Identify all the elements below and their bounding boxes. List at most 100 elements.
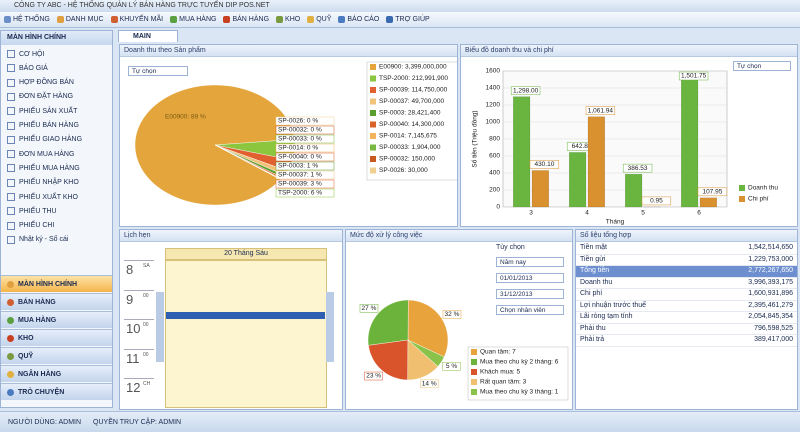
summary-row[interactable]: Lợi nhuận trước thuế 2,395,461,279: [576, 301, 797, 312]
x-tick-label: 5: [641, 210, 645, 217]
legend-swatch: [370, 167, 376, 174]
row-label: Tiền gửi: [580, 255, 606, 263]
menu-item[interactable]: BÁO CÁO: [338, 16, 379, 23]
sidebar-item[interactable]: BÁO GIÁ: [7, 64, 48, 73]
hour: 12: [126, 380, 141, 395]
menu-item[interactable]: KHO: [276, 16, 300, 23]
nav-label: MUA HÀNG: [18, 316, 57, 324]
summary-row[interactable]: Phải trả 389,417,000: [576, 335, 797, 347]
slice-label: SP-0026: 0 %: [278, 118, 318, 125]
menu-item[interactable]: MUA HÀNG: [170, 16, 216, 23]
menu-label: KHUYẾN MÃI: [119, 16, 164, 23]
slice-label: SP-00039: 3 %: [278, 181, 322, 188]
nav-button[interactable]: TRÒ CHUYỆN: [1, 383, 112, 400]
value-label: 642.87: [572, 143, 592, 150]
menu-item[interactable]: QUỸ: [307, 16, 331, 23]
legend-label: SP-0026: 30,000: [379, 167, 428, 174]
appointment[interactable]: [166, 312, 325, 319]
label-box: [275, 143, 335, 153]
sidebar-item[interactable]: PHIẾU THU: [7, 207, 57, 216]
status-text: QUYỀN TRUY CẬP: ADMIN: [93, 418, 182, 426]
nav-button[interactable]: MUA HÀNG: [1, 311, 112, 328]
bar-panel: Biểu đồ doanh thu và chi phí 0 200 400 600 80…: [460, 44, 798, 227]
summary-row[interactable]: Phải thu 796,598,525: [576, 324, 797, 335]
row-label: Chi phí: [580, 290, 603, 297]
item-icon: [7, 164, 15, 173]
item-label: PHIẾU BÁN HÀNG: [19, 122, 79, 129]
sidebar-item[interactable]: PHIẾU SẢN XUẤT: [7, 107, 77, 116]
menu-item[interactable]: HỆ THỐNG: [4, 16, 50, 23]
item-label: PHIẾU MUA HÀNG: [19, 164, 80, 172]
sidebar-item[interactable]: PHIẾU XUẤT KHO: [7, 193, 78, 201]
sidebar-item[interactable]: PHIẾU MUA HÀNG: [7, 164, 80, 173]
legend-swatch: [471, 349, 477, 355]
sidebar-item[interactable]: Nhật ký - Sổ cái: [7, 235, 68, 244]
task-pie: 32 % 27 % 23 % 14 % 5 % Quan tâm: 7 Mua theo c…: [359, 299, 569, 401]
legend-label: SP-00037: 49,700,000: [379, 98, 444, 105]
summary-row[interactable]: Doanh thu 3,996,393,175: [576, 278, 797, 289]
sidebar-item[interactable]: ĐƠN MUA HÀNG: [7, 150, 74, 159]
y-tick-label: 200: [489, 187, 500, 194]
nav-button[interactable]: KHO: [1, 329, 112, 346]
panel-title: Mức độ xử lý công việc: [346, 230, 572, 242]
bar: [513, 96, 531, 208]
nav-icon: [7, 370, 14, 378]
summary-row[interactable]: Tiền gửi 1,229,753,000: [576, 255, 797, 266]
menu-label: BÁN HÀNG: [232, 16, 270, 23]
filter-input[interactable]: 01/01/2013: [496, 273, 564, 283]
dropdown[interactable]: Tự chọn: [733, 61, 791, 71]
sidebar-item[interactable]: CƠ HỘI: [7, 50, 44, 58]
value-label-box: [510, 86, 541, 95]
menu-item[interactable]: DANH MỤC: [56, 16, 104, 23]
nav-button[interactable]: QUỸ: [1, 347, 112, 364]
filter-input[interactable]: Chọn nhân viên: [496, 305, 564, 315]
sidebar-item[interactable]: ĐƠN ĐẶT HÀNG: [7, 92, 73, 101]
legend-box: [366, 61, 457, 181]
bar: [680, 79, 699, 208]
menu-item[interactable]: TRỢ GIÚP: [386, 16, 430, 23]
item-icon: [7, 92, 15, 101]
label-box: [275, 152, 335, 162]
filter-input[interactable]: 31/12/2013: [496, 289, 564, 299]
row-value: 2,054,845,354: [748, 313, 793, 320]
menu-item[interactable]: BÁN HÀNG: [223, 16, 269, 23]
menu-icon: [170, 16, 178, 23]
tab[interactable]: MAIN: [118, 30, 178, 42]
summary-row[interactable]: Tổng tiền 2,772,267,650: [576, 266, 797, 278]
sidebar-item[interactable]: PHIẾU GIAO HÀNG: [7, 135, 82, 144]
nav-arrow[interactable]: [156, 292, 164, 362]
dropdown[interactable]: Tự chọn: [128, 66, 188, 76]
y-axis-label: Số tiền (Triệu đồng): [470, 110, 479, 167]
nav-button[interactable]: BÁN HÀNG: [1, 293, 112, 310]
sidebar-item[interactable]: PHIẾU NHẬP KHO: [7, 178, 79, 187]
filter-input[interactable]: Năm nay: [496, 257, 564, 267]
value-label: 0.95: [650, 198, 663, 205]
summary-row[interactable]: Tiền mặt 1,542,514,650: [576, 243, 797, 255]
legend-label: SP-0014: 7,145,675: [379, 133, 437, 140]
menu-item[interactable]: KHUYẾN MÃI: [110, 16, 164, 23]
value-label-box: [678, 71, 709, 81]
nav-button[interactable]: MÀN HÌNH CHÍNH: [1, 275, 112, 292]
item-label: PHIẾU NHẬP KHO: [19, 179, 79, 187]
nav-button[interactable]: NGÂN HÀNG: [1, 365, 112, 382]
summary-row[interactable]: Chi phí 1,600,931,896: [576, 289, 797, 301]
legend-label: SP-00040: 14,300,000: [379, 121, 444, 128]
sidebar-item[interactable]: PHIẾU CHI: [7, 221, 54, 230]
summary-row[interactable]: Lãi ròng tạm tính 2,054,845,354: [576, 312, 797, 324]
day-header: 20 Tháng Sáu: [165, 248, 327, 260]
legend-swatch: [370, 64, 376, 70]
slice-label: 14 %: [422, 381, 437, 388]
row-value: 389,417,000: [754, 336, 793, 343]
label-box: [364, 371, 383, 381]
bar: [699, 197, 717, 208]
legend-swatch: [370, 121, 376, 128]
item-icon: [7, 64, 15, 73]
pie-slice: [407, 299, 449, 358]
nav-arrow[interactable]: [326, 292, 334, 362]
sidebar-item[interactable]: PHIẾU BÁN HÀNG: [7, 121, 79, 130]
nav-icon: [7, 352, 14, 360]
pie-panel: Doanh thu theo Sản phẩm E00900: 89 % TSP-2…: [119, 44, 458, 227]
nav-label: NGÂN HÀNG: [18, 370, 62, 378]
label-box: [275, 125, 335, 135]
sidebar-item[interactable]: HỢP ĐỒNG BÁN: [7, 78, 74, 87]
